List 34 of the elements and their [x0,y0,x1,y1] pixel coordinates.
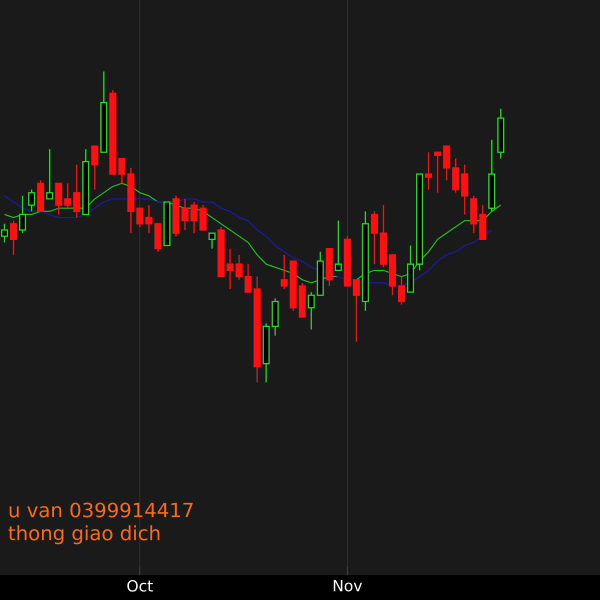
candlestick [64,182,72,209]
candlestick [55,182,62,216]
candlestick [280,254,288,290]
x-tick-label: Oct [127,580,153,592]
candlestick [425,152,432,190]
candlestick [244,264,252,293]
candlestick [190,201,198,234]
text: thong giao dich [8,525,160,544]
candlestick [461,164,468,216]
candlestick [226,248,234,290]
candlestick [443,145,450,181]
candlestick [118,158,126,184]
candlestick [352,279,360,343]
candlestick [434,152,442,194]
candlestick [308,292,315,330]
candlestick [208,232,216,250]
candlestick [199,204,207,231]
candlestick [10,220,18,256]
candlestick [91,145,98,190]
candlestick [236,254,243,280]
candlestick [73,164,80,218]
candlestick [46,148,54,200]
candlestick [398,276,406,306]
candlestick [181,198,188,231]
candlestick [28,188,36,212]
candlestick [0,223,8,244]
text: u van 0399914417 [10,502,193,518]
candlestick [334,220,342,272]
candlestick [19,195,26,234]
candlestick [452,158,460,194]
candlestick [136,208,144,228]
x-tick-label: Nov [334,580,362,592]
candlestick [370,210,378,265]
candlestick [145,204,152,234]
